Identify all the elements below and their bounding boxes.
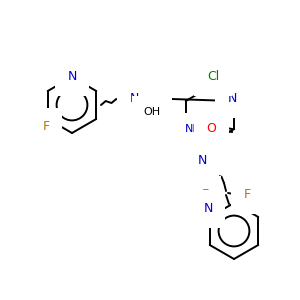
Text: N: N (129, 92, 139, 106)
Text: NH: NH (184, 124, 201, 134)
Text: N: N (67, 70, 77, 83)
Text: O: O (206, 122, 216, 134)
Text: F: F (243, 188, 250, 202)
Text: OH: OH (143, 107, 161, 117)
Text: N: N (228, 92, 237, 106)
Text: F: F (42, 121, 50, 134)
Text: Cl: Cl (207, 70, 219, 83)
Text: N: N (203, 202, 213, 215)
Text: N: N (197, 154, 207, 167)
Text: F: F (201, 188, 208, 202)
